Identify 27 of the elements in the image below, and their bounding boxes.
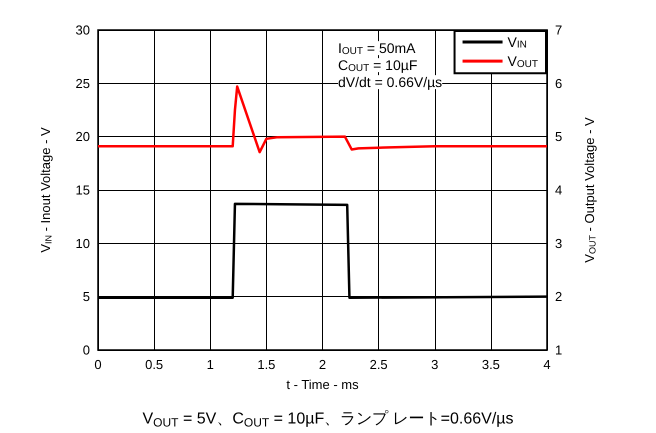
y-tick-label: 5	[82, 289, 90, 304]
x-tick-label: 3	[431, 357, 438, 372]
y2-tick-label: 5	[555, 129, 562, 144]
x-tick-label: 1.5	[257, 357, 276, 372]
y-axis-title: VIN - Inout Voltage - V	[38, 127, 54, 253]
x-tick-label: 2.5	[370, 357, 388, 372]
y-tick-label: 30	[76, 22, 90, 38]
y2-tick-label: 3	[555, 236, 562, 251]
y-tick-label: 0	[82, 342, 90, 358]
x-tick-label: 4	[543, 357, 551, 372]
y-tick-label: 15	[76, 182, 90, 198]
y2-axis-title: VOUT - Output Voltage - V	[582, 116, 598, 263]
y2-tick-label: 6	[555, 76, 562, 91]
y-tick-label: 25	[76, 76, 90, 91]
y-tick-label: 20	[76, 129, 90, 144]
annotation: dV/dt = 0.66V/µs	[338, 74, 442, 90]
x-tick-label: 1	[206, 357, 214, 372]
y-tick-label: 10	[76, 236, 90, 251]
x-tick-label: 2	[318, 357, 326, 372]
y2-tick-label: 4	[555, 182, 562, 198]
x-tick-label: 3.5	[482, 357, 500, 372]
y2-tick-label: 1	[555, 342, 562, 358]
x-tick-label: 0.5	[145, 357, 164, 372]
x-tick-label: 0	[94, 357, 102, 372]
y2-tick-label: 2	[555, 289, 562, 304]
x-axis-title: t - Time - ms	[286, 377, 360, 392]
y2-tick-label: 7	[555, 22, 562, 38]
